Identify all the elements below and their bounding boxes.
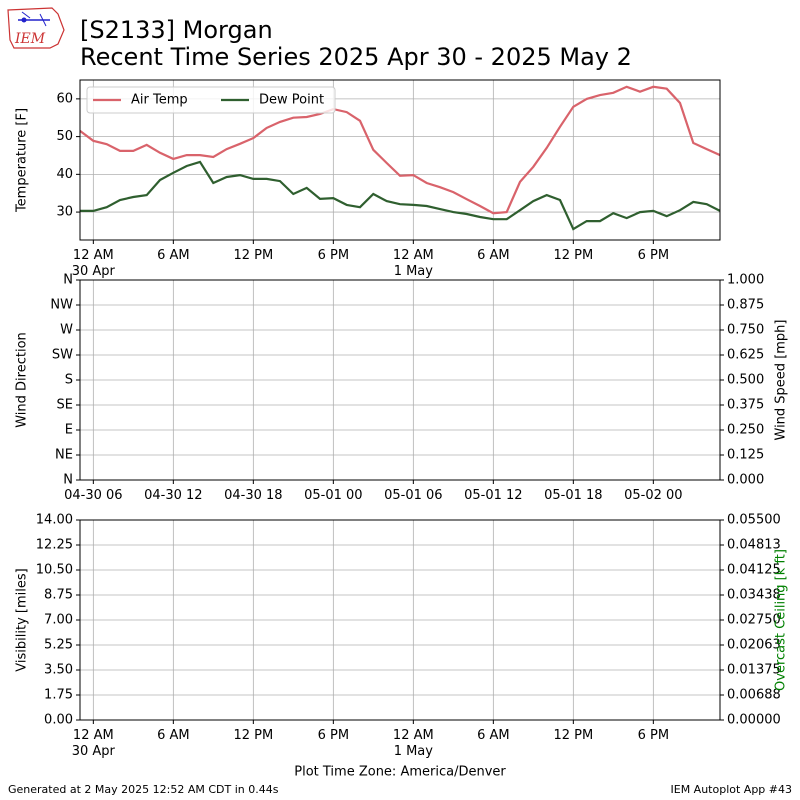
legend-label: Air Temp [131, 93, 188, 108]
y-tick-label: E [65, 423, 73, 438]
x-tick-label: 05-01 18 [544, 488, 602, 503]
y-tick-label: 60 [56, 91, 73, 106]
legend-label: Dew Point [259, 93, 324, 108]
x-tick-label: 05-01 00 [304, 488, 362, 503]
y-tick-label: 3.50 [44, 663, 73, 678]
y-tick-label: 30 [56, 205, 73, 220]
subtitle: Recent Time Series 2025 Apr 30 - 2025 Ma… [80, 43, 632, 71]
logo-text: IEM [14, 31, 46, 47]
y2-tick-label: 0.250 [727, 423, 764, 438]
y-tick-label: SE [57, 398, 73, 413]
x-tick-label: 04-30 18 [224, 488, 282, 503]
y-tick-label: N [63, 273, 73, 288]
plot-frame [79, 79, 721, 241]
y2-tick-label: 0.01375 [727, 663, 781, 678]
y2-tick-label: 0.02750 [727, 613, 781, 628]
series-line [80, 160, 720, 231]
title: [S2133] Morgan [80, 16, 273, 44]
y2-tick-label: 0.00688 [727, 688, 781, 703]
y2-tick-label: 0.625 [727, 348, 764, 363]
x-tick-label: 12 PM [233, 248, 273, 263]
y2-tick-label: 0.04813 [727, 538, 781, 553]
y2-tick-label: 0.125 [727, 448, 764, 463]
app-note: IEM Autoplot App #43 [671, 783, 793, 796]
x-tick-label: 6 PM [638, 728, 669, 743]
y-tick-label: 1.75 [44, 688, 73, 703]
x-tick-label: 05-01 06 [384, 488, 442, 503]
y2-tick-label: 0.375 [727, 398, 764, 413]
y2-tick-label: 0.03438 [727, 588, 781, 603]
x-tick-label: 04-30 06 [64, 488, 122, 503]
y-tick-label: NE [55, 448, 73, 463]
y-tick-label: 8.75 [44, 588, 73, 603]
y2-tick-label: 0.04125 [727, 563, 781, 578]
y2-tick-label: 0.500 [727, 373, 764, 388]
y2-tick-label: 0.05500 [727, 513, 781, 528]
y2-tick-label: 0.02063 [727, 638, 781, 653]
y2-tick-label: 0.000 [727, 473, 764, 488]
x-tick-label: 6 PM [318, 248, 349, 263]
y-axis-label: Visibility [miles] [15, 568, 30, 671]
y-tick-label: 10.50 [36, 563, 73, 578]
legend-box [86, 86, 336, 114]
y-tick-label: 50 [56, 129, 73, 144]
generated-note: Generated at 2 May 2025 12:52 AM CDT in … [8, 783, 279, 796]
x-tick-label: 12 AM 1 May [393, 248, 434, 279]
y2-axis-label: Wind Speed [mph] [774, 320, 789, 441]
y-tick-label: N [63, 473, 73, 488]
y-axis-label: Wind Direction [15, 332, 30, 428]
y-tick-label: 12.25 [36, 538, 73, 553]
x-tick-label: 05-02 00 [624, 488, 682, 503]
y2-tick-label: 0.750 [727, 323, 764, 338]
series-line [80, 85, 720, 215]
x-axis-label: Plot Time Zone: America/Denver [294, 765, 506, 780]
x-tick-label: 12 AM 30 Apr [72, 728, 116, 759]
x-tick-label: 6 AM [157, 248, 190, 263]
y-tick-label: 7.00 [44, 613, 73, 628]
x-tick-label: 12 PM [233, 728, 273, 743]
y-tick-label: 14.00 [36, 513, 73, 528]
plot-frame [79, 279, 721, 481]
y2-axis-label: Overcast Ceiling [k ft] [774, 549, 789, 691]
y-tick-label: 40 [56, 167, 73, 182]
y-tick-label: 0.00 [44, 713, 73, 728]
y2-tick-label: 1.000 [727, 273, 764, 288]
y-tick-label: 5.25 [44, 638, 73, 653]
y-tick-label: NW [50, 298, 73, 313]
y-tick-label: SW [52, 348, 73, 363]
y2-tick-label: 0.875 [727, 298, 764, 313]
x-tick-label: 6 PM [318, 728, 349, 743]
x-tick-label: 6 PM [638, 248, 669, 263]
x-tick-label: 04-30 12 [144, 488, 202, 503]
x-tick-label: 12 PM [553, 728, 593, 743]
y-tick-label: S [65, 373, 73, 388]
y-axis-label: Temperature [F] [15, 108, 30, 213]
x-tick-label: 6 AM [477, 728, 510, 743]
plot-frame [79, 519, 721, 721]
x-tick-label: 12 AM 30 Apr [72, 248, 116, 279]
y2-tick-label: 0.00000 [727, 713, 781, 728]
x-tick-label: 6 AM [477, 248, 510, 263]
y-tick-label: W [60, 323, 73, 338]
x-tick-label: 12 AM 1 May [393, 728, 434, 759]
x-tick-label: 6 AM [157, 728, 190, 743]
x-tick-label: 12 PM [553, 248, 593, 263]
logo: IEM [7, 7, 65, 49]
x-tick-label: 05-01 12 [464, 488, 522, 503]
